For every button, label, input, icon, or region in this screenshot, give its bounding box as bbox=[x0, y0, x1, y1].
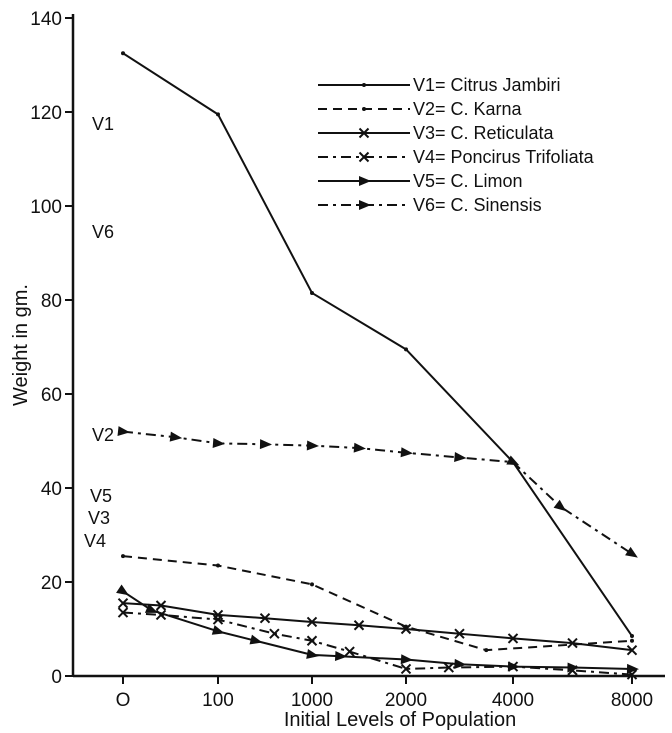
data-point-V3 bbox=[155, 600, 167, 611]
legend-label-V5: V5= C. Limon bbox=[413, 171, 523, 191]
data-point-V6 bbox=[454, 452, 467, 462]
data-point-V1 bbox=[404, 347, 408, 352]
data-point-V6 bbox=[259, 439, 272, 450]
series-label-V4: V4 bbox=[84, 531, 106, 551]
series-line-V1 bbox=[122, 52, 633, 637]
data-point-V4 bbox=[117, 607, 129, 618]
data-point-V4 bbox=[269, 628, 280, 639]
series-line-V4 bbox=[122, 611, 633, 676]
series-label-V2: V2 bbox=[92, 425, 114, 445]
legend-label-V3: V3= C. Reticulata bbox=[413, 123, 555, 143]
data-point-V5 bbox=[507, 661, 520, 672]
data-point-V2 bbox=[630, 638, 634, 643]
series-V2 bbox=[121, 554, 634, 653]
x-tick-label: 1000 bbox=[291, 690, 333, 711]
data-point-V6 bbox=[353, 442, 366, 453]
data-point-V5 bbox=[567, 662, 580, 673]
data-point-V6 bbox=[117, 426, 130, 437]
x-axis-title: Initial Levels of Population bbox=[284, 709, 516, 731]
y-tick-label: 80 bbox=[41, 291, 62, 312]
series-V5 bbox=[116, 584, 639, 674]
legend-marker-V3 bbox=[358, 127, 370, 139]
x-tick-label: O bbox=[116, 690, 131, 711]
series-V3 bbox=[117, 597, 638, 656]
y-tick-label: 120 bbox=[30, 103, 62, 124]
legend-marker-V6 bbox=[359, 200, 371, 210]
data-point-V5 bbox=[400, 654, 413, 665]
y-tick-label: 140 bbox=[30, 9, 62, 30]
data-point-V3 bbox=[567, 637, 578, 649]
data-point-V6 bbox=[400, 447, 413, 458]
series-label-V3: V3 bbox=[88, 508, 110, 528]
data-point-V3 bbox=[117, 597, 129, 609]
series-label-V1: V1 bbox=[92, 114, 114, 134]
series-V6 bbox=[117, 426, 638, 558]
data-point-V5 bbox=[306, 649, 319, 659]
data-point-V1 bbox=[630, 634, 634, 639]
legend-label-V6: V6= C. Sinensis bbox=[413, 195, 542, 215]
series-V4 bbox=[117, 607, 638, 680]
legend-label-V2: V2= C. Karna bbox=[413, 99, 523, 119]
data-point-V3 bbox=[454, 628, 465, 639]
data-point-V2 bbox=[484, 648, 489, 653]
series-V1 bbox=[121, 51, 634, 639]
data-point-V3 bbox=[507, 633, 519, 644]
data-point-V5 bbox=[454, 658, 467, 669]
data-point-V3 bbox=[400, 623, 412, 635]
y-tick-label: 0 bbox=[51, 667, 62, 688]
y-axis-title: Weight in gm. bbox=[10, 284, 32, 406]
data-point-V4 bbox=[344, 646, 355, 657]
data-point-V5 bbox=[249, 634, 263, 645]
legend-marker-V1 bbox=[362, 83, 366, 87]
data-point-V1 bbox=[310, 290, 314, 295]
legend: V1= Citrus Jambiri V2= C. Karna V3= C. Ret… bbox=[318, 75, 595, 215]
data-point-V2 bbox=[216, 563, 220, 568]
data-point-V1 bbox=[216, 112, 220, 117]
series-line-V5 bbox=[122, 590, 633, 670]
data-point-V3 bbox=[353, 620, 365, 631]
data-point-V5 bbox=[626, 663, 639, 674]
y-tick-label: 60 bbox=[41, 385, 62, 406]
data-point-V5 bbox=[144, 603, 158, 613]
series-line-V6 bbox=[122, 430, 633, 555]
x-tick-label: 8000 bbox=[611, 690, 653, 711]
data-point-V6 bbox=[212, 437, 225, 448]
data-point-V6 bbox=[506, 455, 520, 466]
data-point-V5 bbox=[211, 625, 225, 635]
x-tick-label: 100 bbox=[202, 690, 234, 711]
data-point-V6 bbox=[306, 440, 319, 451]
legend-label-V4: V4= Poncirus Trifoliata bbox=[413, 147, 595, 167]
data-point-V2 bbox=[310, 582, 314, 587]
data-point-V2 bbox=[121, 554, 125, 559]
x-tick-label: 2000 bbox=[385, 690, 427, 711]
data-point-V3 bbox=[306, 616, 318, 628]
data-point-V6 bbox=[169, 431, 183, 442]
y-tick-label: 20 bbox=[41, 573, 62, 594]
series-line-V2 bbox=[122, 555, 633, 652]
x-tick-label: 4000 bbox=[492, 690, 534, 711]
data-point-V3 bbox=[259, 612, 271, 624]
series-line-V3 bbox=[122, 602, 633, 652]
data-point-V4 bbox=[306, 635, 318, 646]
data-point-V6 bbox=[553, 499, 567, 512]
data-point-V4 bbox=[400, 663, 412, 675]
data-point-V1 bbox=[121, 51, 125, 56]
legend-label-V1: V1= Citrus Jambiri bbox=[413, 75, 561, 95]
y-tick-label: 40 bbox=[41, 479, 62, 500]
data-point-V5 bbox=[116, 584, 129, 596]
data-point-V4 bbox=[212, 614, 224, 625]
data-point-V6 bbox=[625, 546, 638, 558]
series-label-V6: V6 bbox=[92, 222, 114, 242]
legend-marker-V5 bbox=[359, 176, 371, 186]
legend-marker-V2 bbox=[362, 107, 366, 111]
data-point-V5 bbox=[334, 651, 348, 662]
series-label-V5: V5 bbox=[90, 486, 112, 506]
y-tick-label: 100 bbox=[30, 197, 62, 218]
data-point-V3 bbox=[626, 644, 638, 656]
legend-marker-V4 bbox=[358, 151, 370, 163]
